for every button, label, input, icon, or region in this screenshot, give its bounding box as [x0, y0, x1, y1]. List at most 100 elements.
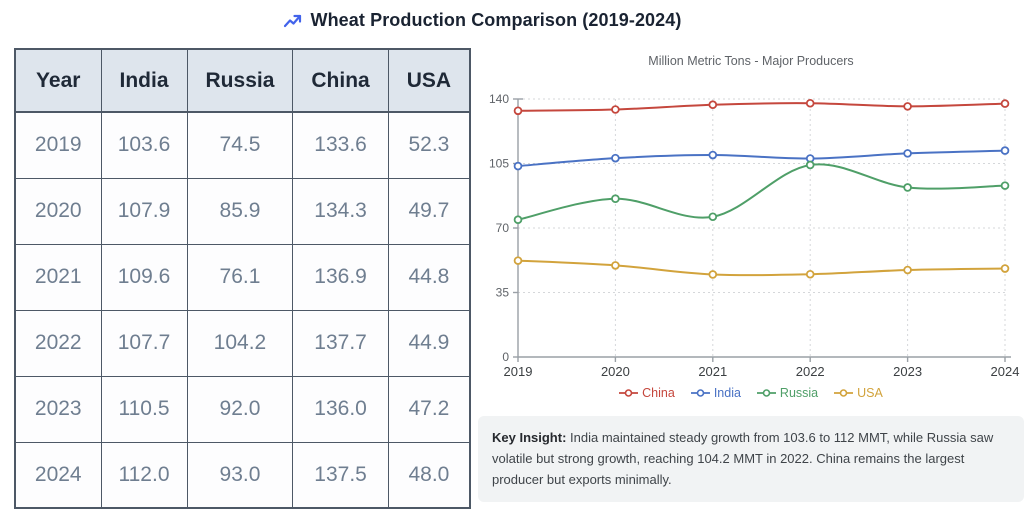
column-header-russia: Russia [186, 48, 294, 113]
data-point-russia [903, 183, 912, 192]
table-row: 2024 112.0 93.0 137.5 48.0 [14, 441, 471, 509]
table-row: 2019 103.6 74.5 133.6 52.3 [14, 111, 471, 179]
series-line-china [517, 102, 1006, 112]
data-point-china [513, 106, 523, 116]
production-table-container: Year India Russia China USA 2019 103.6 74.5 133.… [14, 48, 472, 509]
data-point-china [903, 102, 912, 111]
table-cell: 44.8 [387, 243, 471, 311]
table-cell: 2022 [14, 309, 102, 377]
data-point-russia [513, 215, 523, 225]
production-table: Year India Russia China USA 2019 103.6 74.5 133.… [14, 48, 472, 509]
legend-marker-icon [690, 389, 710, 397]
table-cell: 47.2 [387, 375, 471, 443]
table-cell: 109.6 [100, 243, 188, 311]
data-point-russia [1000, 181, 1010, 190]
legend-marker-icon [619, 389, 639, 397]
table-cell: 48.0 [387, 441, 471, 509]
table-cell: 134.3 [292, 177, 389, 245]
table-cell: 52.3 [387, 111, 471, 179]
legend-item-russia: Russia [756, 386, 819, 400]
table-cell: 2021 [14, 243, 102, 311]
data-point-india [708, 150, 718, 160]
legend-item-india: India [690, 386, 741, 400]
data-point-russia [708, 212, 718, 222]
table-cell: 85.9 [186, 177, 294, 245]
table-cell: 136.0 [292, 375, 389, 443]
table-cell: 107.7 [100, 309, 188, 377]
data-point-russia [805, 160, 815, 170]
data-point-usa [903, 265, 912, 275]
page-header: Wheat Production Comparison (2019-2024) [0, 10, 964, 31]
chart-panel: Million Metric Tons - Major Producers 0 3… [478, 48, 1024, 503]
table-cell: 93.0 [186, 441, 294, 509]
x-tick-label: 2022 [796, 364, 825, 379]
page-title: Wheat Production Comparison (2019-2024) [310, 10, 682, 30]
column-header-usa: USA [387, 48, 471, 113]
legend-label: China [642, 386, 675, 400]
trend-up-icon [283, 14, 301, 27]
y-tick-label: 105 [489, 157, 509, 171]
y-tick-label: 0 [502, 350, 509, 364]
table-cell: 2019 [14, 111, 102, 179]
data-point-china [1000, 99, 1010, 108]
table-row: 2020 107.9 85.9 134.3 49.7 [14, 177, 471, 245]
table-header-row: Year India Russia China USA [14, 48, 471, 113]
table-cell: 107.9 [100, 177, 188, 245]
column-header-india: India [100, 48, 188, 113]
insight-label: Key Insight: [492, 430, 567, 445]
chart-title: Million Metric Tons - Major Producers [648, 54, 854, 68]
x-tick-label: 2020 [601, 364, 630, 379]
data-point-india [611, 153, 620, 163]
data-point-india [903, 149, 912, 158]
data-point-usa [513, 256, 523, 265]
table-cell: 2020 [14, 177, 102, 245]
y-tick-label: 140 [489, 92, 509, 106]
line-chart: 0 35 70 105 140 2019 2020 2021 2022 2023 2024 [489, 92, 1020, 379]
table-cell: 2024 [14, 441, 102, 509]
legend-label: India [713, 386, 741, 400]
data-point-india [1000, 146, 1010, 155]
data-point-china [708, 100, 718, 110]
x-tick-label: 2023 [893, 364, 922, 379]
data-point-usa [611, 261, 620, 270]
data-point-russia [611, 194, 620, 203]
x-tick-label: 2024 [991, 364, 1020, 379]
table-cell: 103.6 [100, 111, 188, 179]
column-header-year: Year [14, 48, 102, 113]
data-point-usa [805, 269, 815, 279]
table-cell: 110.5 [100, 375, 188, 443]
table-row: 2021 109.6 76.1 136.9 44.8 [14, 243, 471, 311]
insight-text: India maintained steady growth from 103.… [492, 430, 994, 487]
data-point-china [805, 98, 815, 108]
table-cell: 133.6 [292, 111, 389, 179]
table-cell: 112.0 [100, 441, 188, 509]
legend-marker-icon [756, 389, 776, 397]
insight-box: Key Insight: India maintained steady gro… [478, 416, 1024, 503]
table-cell: 104.2 [186, 309, 294, 377]
legend-item-china: China [619, 386, 675, 400]
column-header-china: China [292, 48, 389, 113]
data-point-india [513, 161, 523, 171]
table-cell: 2023 [14, 375, 102, 443]
series-line-usa [517, 259, 1006, 277]
legend-label: USA [857, 386, 883, 400]
table-cell: 137.5 [292, 441, 389, 509]
table-cell: 44.9 [387, 309, 471, 377]
x-tick-label: 2021 [698, 364, 727, 379]
legend-item-usa: USA [834, 386, 883, 400]
table-row: 2022 107.7 104.2 137.7 44.9 [14, 309, 471, 377]
table-row: 2023 110.5 92.0 136.0 47.2 [14, 375, 471, 443]
table-cell: 92.0 [186, 375, 294, 443]
table-cell: 74.5 [186, 111, 294, 179]
y-tick-label: 70 [496, 221, 510, 235]
series-line-india [517, 149, 1006, 168]
x-tick-label: 2019 [504, 364, 533, 379]
chart-legend: China India Russia USA [478, 386, 1024, 400]
series-line-russia [517, 163, 1006, 221]
table-cell: 137.7 [292, 309, 389, 377]
data-point-usa [708, 270, 718, 279]
data-point-china [611, 105, 620, 114]
legend-label: Russia [779, 386, 819, 400]
y-tick-label: 35 [496, 286, 510, 300]
data-point-usa [1000, 264, 1010, 273]
